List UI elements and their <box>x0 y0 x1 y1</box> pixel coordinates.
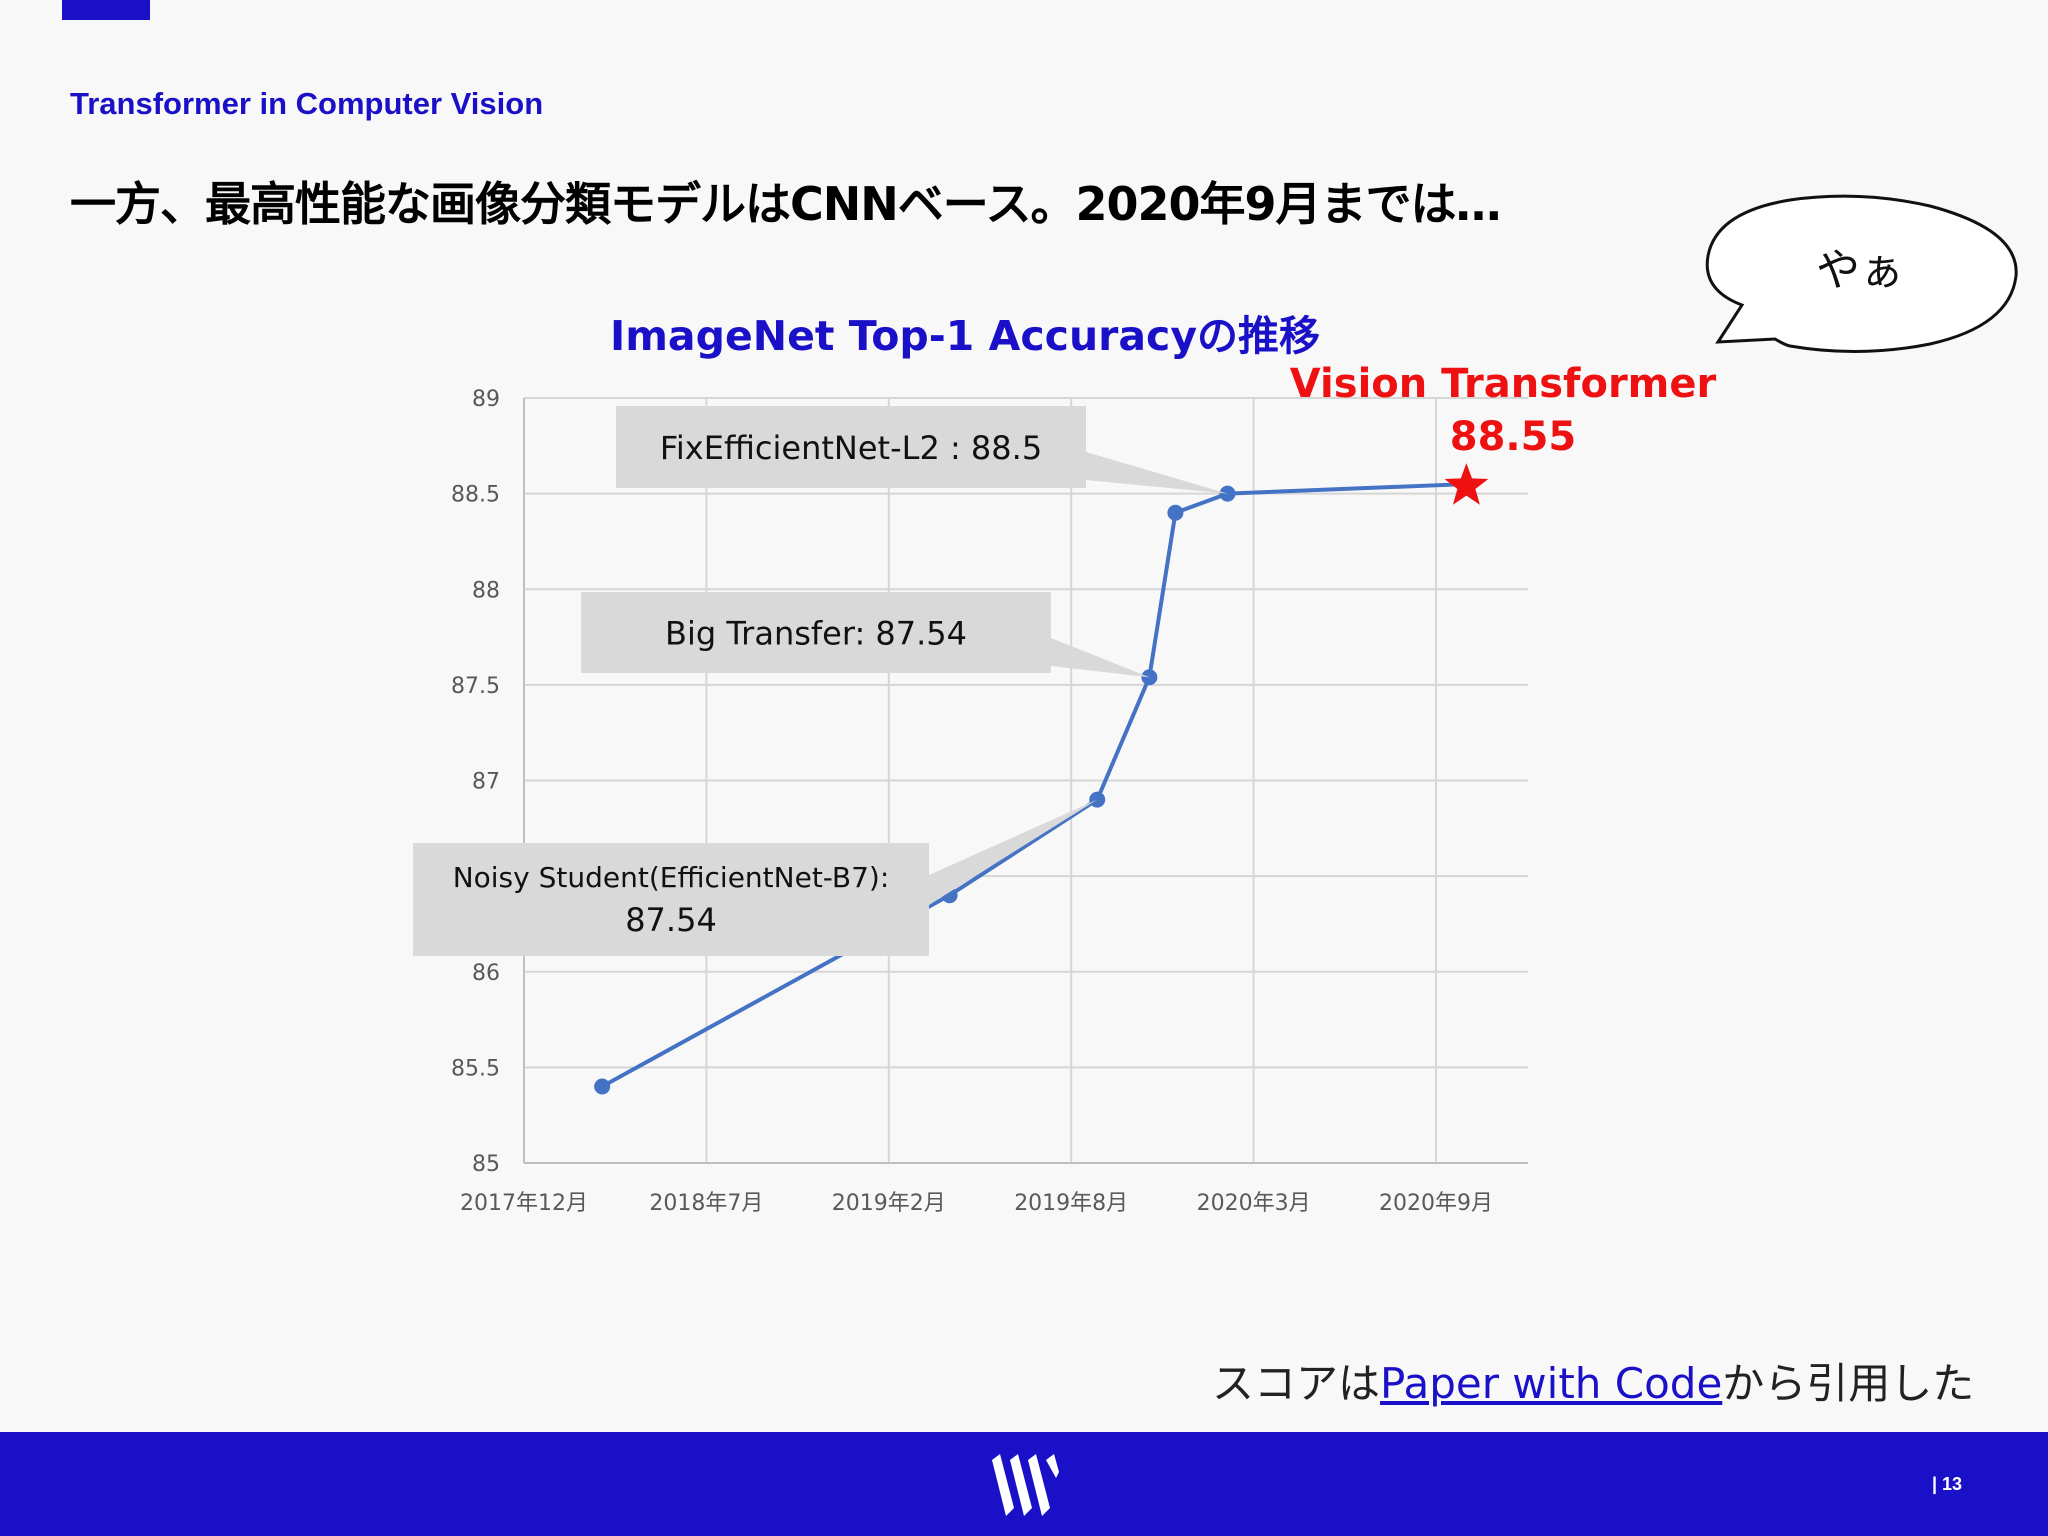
x-tick-label: 2017年12月 <box>460 1191 588 1216</box>
footnote: スコアはPaper with Codeから引用した <box>1212 1350 1974 1411</box>
series-polyline <box>601 482 1467 1089</box>
x-tick-label: 2019年2月 <box>832 1191 946 1216</box>
chart-axes <box>523 398 1528 1164</box>
speech-bubble-text: やぁ <box>1816 245 1904 296</box>
y-tick-label: 89 <box>472 387 500 412</box>
paper-with-code-link[interactable]: Paper with Code <box>1380 1359 1723 1408</box>
slide-headline: 一方、最高性能な画像分類モデルはCNNベース。2020年9月までは… <box>70 177 1501 231</box>
callout-pointer <box>1051 638 1150 678</box>
vision-transformer-label: Vision Transformer <box>1290 361 1717 407</box>
x-tick-label: 2020年3月 <box>1197 1191 1311 1216</box>
x-tick-label: 2020年9月 <box>1379 1191 1493 1216</box>
vision-transformer-value: 88.55 <box>1450 414 1577 460</box>
x-tick-label: 2019年8月 <box>1014 1191 1128 1216</box>
company-logo-icon <box>992 1454 1059 1516</box>
data-point <box>1167 504 1184 521</box>
x-tick-labels: 2017年12月 2018年7月 2019年2月 2019年8月 2020年3月 2020… <box>460 1191 1493 1216</box>
chart-title: ImageNet Top-1 Accuracyの推移 <box>610 312 1320 360</box>
top-accent-bar <box>62 0 150 20</box>
callout-value: 87.54 <box>625 901 717 939</box>
footnote-suffix: から引用した <box>1722 1359 1975 1408</box>
y-tick-label: 87 <box>472 770 500 795</box>
callout-pointer <box>1086 452 1228 494</box>
callout-label: Big Transfer: 87.54 <box>665 615 967 653</box>
y-tick-label: 86 <box>472 961 500 986</box>
speech-bubble: やぁ <box>1705 194 2018 353</box>
section-title: Transformer in Computer Vision <box>70 86 544 121</box>
callout-box <box>581 592 1051 673</box>
page-number: | 13 <box>1931 1474 1962 1494</box>
callout-box <box>616 406 1086 488</box>
callouts: FixEfficientNet-L2 : 88.5 Big Transfer: 8… <box>413 406 1228 956</box>
footnote-prefix: スコアは <box>1212 1359 1381 1408</box>
callout-pointer <box>929 799 1098 905</box>
callout-label: Noisy Student(EfficientNet-B7): <box>453 861 890 894</box>
vision-transformer-star <box>1444 463 1489 505</box>
y-tick-label: 85 <box>472 1152 500 1177</box>
y-tick-label: 87.5 <box>451 674 500 699</box>
y-tick-label: 88 <box>472 578 500 603</box>
y-tick-label: 85.5 <box>451 1056 500 1081</box>
chart-grid <box>524 397 1528 1163</box>
data-point <box>594 1078 611 1095</box>
speech-bubble-shape <box>1705 194 2018 353</box>
y-tick-label: 88.5 <box>451 483 500 508</box>
x-tick-label: 2018年7月 <box>649 1191 763 1216</box>
callout-box <box>413 843 929 956</box>
callout-label: FixEfficientNet-L2 : 88.5 <box>660 429 1042 467</box>
